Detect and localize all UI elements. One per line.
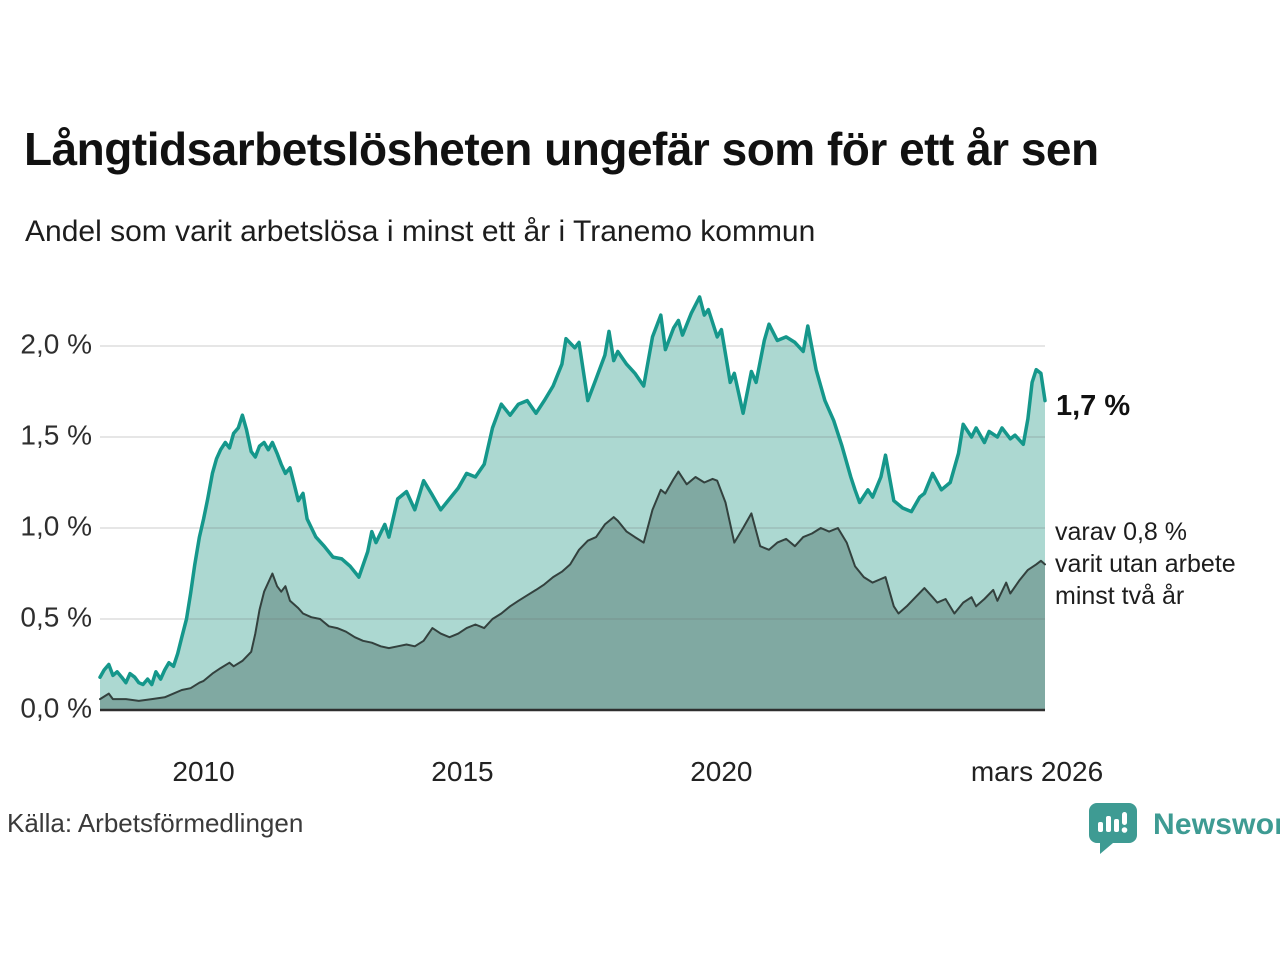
x-axis-tick-label: 2010 [172,756,235,787]
latest-value-label: 1,7 % [1056,390,1131,422]
source-credit: Källa: Arbetsförmedlingen [7,808,304,838]
series-line-1 [98,295,1047,687]
secondary-series-label: varav 0,8 % varit utan arbete minst två … [1055,518,1236,610]
y-axis-tick-label: 1,5 % [20,419,92,451]
y-axis-tick-label: 2,0 % [20,328,92,360]
x-axis-tick-label: mars 2026 [970,756,1104,787]
speech-bubble-shape [1089,803,1137,854]
series-line-2 [99,470,1046,702]
page-title: Långtidsarbetslösheten ungefär som för e… [24,123,1099,175]
newsworthy-logo: Newsworthy [1087,800,1280,856]
y-axis-tick-label: 0,5 % [20,601,92,633]
bar-chart-glyph [1098,812,1128,833]
chart-subtitle: Andel som varit arbetslösa i minst ett å… [25,215,816,248]
x-axis-tick-label: 2015 [431,756,494,787]
y-axis-tick-label: 1,0 % [20,510,92,542]
y-axis-tick-label: 0,0 % [20,692,92,724]
area-fill-series-2 [100,471,1045,710]
newsworthy-logo-icon [1089,803,1137,854]
newsworthy-logo-text: Newsworthy [1153,808,1280,841]
x-axis-tick-label: 2020 [690,756,753,787]
